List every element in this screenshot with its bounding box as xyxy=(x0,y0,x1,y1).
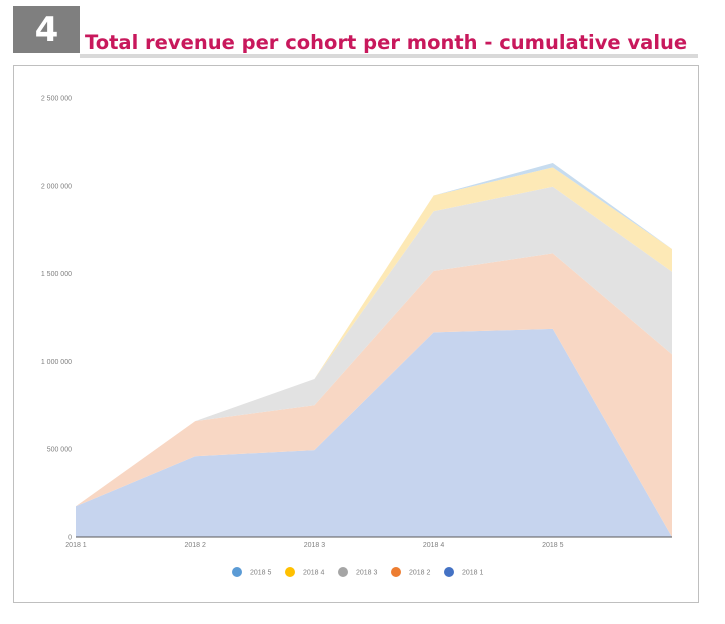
legend-marker-2018-2 xyxy=(391,567,401,577)
y-tick-label: 0 xyxy=(68,535,72,542)
x-tick-label: 2018 1 xyxy=(65,542,87,549)
y-tick-label: 2 500 000 xyxy=(41,96,72,103)
y-tick-label: 1 500 000 xyxy=(41,271,72,278)
legend-label: 2018 3 xyxy=(356,570,378,577)
x-tick-label: 2018 2 xyxy=(184,542,206,549)
x-tick-label: 2018 3 xyxy=(304,542,326,549)
x-tick-label: 2018 4 xyxy=(423,542,445,549)
legend-label: 2018 5 xyxy=(250,570,272,577)
y-tick-label: 1 000 000 xyxy=(41,359,72,366)
legend-marker-2018-1 xyxy=(444,567,454,577)
legend-label: 2018 2 xyxy=(409,570,431,577)
section-number: 4 xyxy=(34,9,59,50)
legend-label: 2018 1 xyxy=(462,570,484,577)
page-title: Total revenue per cohort per month - cum… xyxy=(85,31,688,54)
y-tick-label: 500 000 xyxy=(47,447,72,454)
title-underline xyxy=(80,54,698,58)
area-series-2018-1 xyxy=(76,328,672,537)
legend-marker-2018-3 xyxy=(338,567,348,577)
y-tick-label: 2 000 000 xyxy=(41,183,72,190)
legend-marker-2018-5 xyxy=(232,567,242,577)
legend-label: 2018 4 xyxy=(303,570,325,577)
area-series-2018-2 xyxy=(76,253,672,537)
section-number-badge: 4 xyxy=(13,6,80,53)
legend-marker-2018-4 xyxy=(285,567,295,577)
x-tick-label: 2018 5 xyxy=(542,542,564,549)
